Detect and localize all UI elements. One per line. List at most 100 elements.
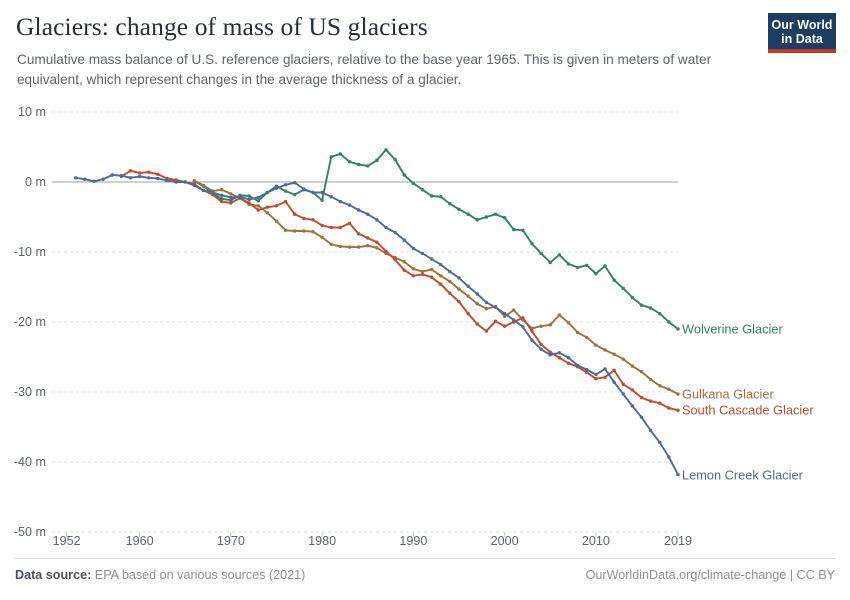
series-point — [329, 225, 333, 230]
series-point — [74, 176, 78, 180]
owid-logo[interactable]: Our World in Data — [768, 13, 836, 53]
series-point — [293, 229, 297, 233]
series-point — [667, 320, 671, 324]
series-point — [648, 399, 653, 403]
series-point — [311, 190, 315, 195]
series-point — [165, 178, 169, 183]
series-point — [411, 181, 416, 186]
series-point — [283, 189, 288, 193]
series-point — [247, 202, 251, 207]
series-point — [612, 368, 616, 372]
series-point — [530, 329, 534, 333]
series-point — [375, 158, 379, 162]
series-point — [92, 179, 96, 183]
series-point — [210, 190, 215, 195]
owid-logo-line2: in Data — [781, 32, 823, 46]
series-point — [530, 326, 534, 330]
series-point — [658, 401, 662, 405]
series-point — [366, 164, 370, 168]
series-point — [448, 202, 452, 206]
series-point — [265, 190, 270, 195]
series-point — [667, 406, 671, 410]
series-point — [329, 155, 333, 159]
data-source-text: EPA based on various sources (2021) — [94, 568, 306, 582]
series-point — [375, 246, 379, 250]
series-point — [484, 300, 489, 305]
data-source: Data source: EPA based on various source… — [15, 568, 305, 582]
series-point — [393, 230, 397, 235]
y-axis-tick-label: -30 m — [13, 385, 46, 399]
series-point — [366, 212, 370, 216]
series-point — [393, 157, 397, 162]
series-point — [566, 361, 571, 365]
series-label-3[interactable]: Lemon Creek Glacier — [682, 467, 803, 483]
series-point — [603, 375, 607, 379]
series-point — [247, 194, 251, 198]
series-point — [283, 228, 288, 232]
series-point — [521, 228, 525, 232]
series-point — [101, 177, 105, 181]
series-point — [192, 183, 197, 188]
series-point — [192, 179, 197, 183]
series-point — [530, 338, 534, 342]
series-label-2[interactable]: South Cascade Glacier — [682, 402, 814, 418]
series-point — [502, 216, 507, 220]
series-point — [475, 302, 479, 306]
series-point — [658, 384, 662, 388]
series-point — [229, 198, 233, 202]
series-point — [283, 183, 288, 187]
series-point — [356, 245, 361, 249]
series-point — [375, 240, 379, 244]
series-point — [311, 230, 315, 234]
series-point — [229, 192, 233, 196]
series-point — [621, 286, 625, 291]
series-point — [466, 311, 470, 316]
series-label-1[interactable]: Gulkana Glacier — [682, 386, 774, 402]
series-point — [247, 197, 251, 202]
series-point — [229, 195, 233, 200]
series-point — [347, 160, 352, 164]
series-point — [183, 180, 187, 184]
series-point — [137, 174, 142, 179]
series-point — [612, 278, 616, 282]
x-axis-tick-label: 1960 — [125, 534, 154, 548]
page-title: Glaciers: change of mass of US glaciers — [16, 12, 428, 41]
owid-logo-line1: Our World — [771, 18, 833, 32]
series-point — [356, 162, 361, 167]
series-point — [356, 208, 361, 212]
y-axis-tick-label: 10 m — [18, 105, 46, 119]
series-point — [329, 195, 333, 199]
series-point — [220, 193, 224, 197]
series-point — [676, 472, 680, 477]
x-axis-tick-label: 1970 — [216, 534, 245, 548]
series-point — [585, 367, 589, 372]
series-point — [557, 313, 562, 317]
series-point — [630, 364, 635, 368]
series-point — [539, 324, 543, 328]
license-text: OurWorldinData.org/climate-change | CC B… — [585, 568, 835, 582]
series-point — [384, 225, 388, 230]
series-point — [220, 197, 224, 201]
series-point — [128, 176, 133, 180]
series-point — [639, 395, 644, 400]
series-point — [274, 184, 279, 188]
series-point — [302, 188, 306, 192]
series-point — [256, 199, 260, 203]
series-point — [548, 323, 552, 327]
series-point — [493, 304, 498, 309]
series-point — [83, 177, 87, 181]
series-point — [311, 190, 315, 195]
series-point — [484, 215, 489, 219]
series-point — [676, 408, 680, 412]
series-point — [603, 264, 607, 268]
series-point — [411, 246, 416, 251]
series-label-0[interactable]: Wolverine Glacier — [682, 321, 783, 337]
series-point — [429, 267, 434, 272]
series-point — [521, 325, 525, 329]
footer-divider — [14, 558, 836, 559]
series-point — [192, 178, 197, 183]
series-point — [557, 356, 562, 360]
series-point — [165, 176, 169, 181]
series-point — [493, 212, 498, 216]
